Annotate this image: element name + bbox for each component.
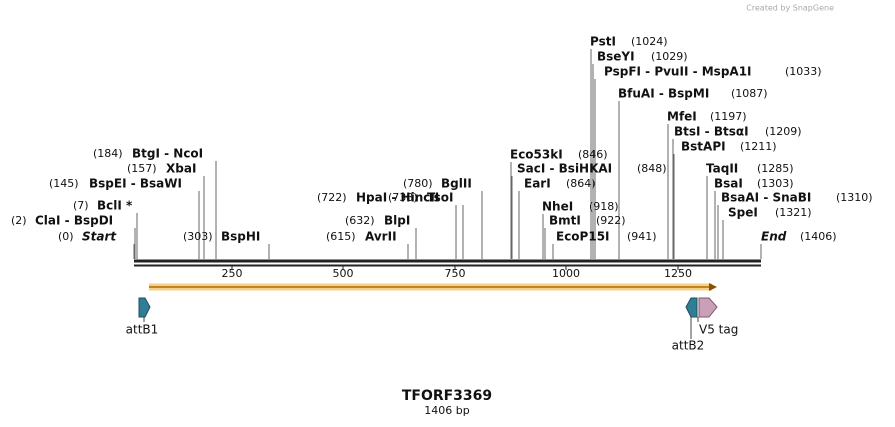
tick-label: 500 — [333, 267, 354, 280]
site-name: BtsI - BtsαI — [674, 125, 749, 139]
site-name: BspEI - BsaWI — [89, 177, 182, 191]
site-position: (1285) — [757, 162, 794, 175]
site-position: (846) — [578, 148, 608, 161]
site-position: (7) — [73, 199, 89, 212]
site-position: (1211) — [740, 140, 777, 153]
title: TFORF3369 — [402, 388, 492, 404]
site-position: (848) — [637, 162, 667, 175]
site-name: Eco53kI — [510, 148, 563, 162]
site-name: BclI * — [97, 199, 133, 213]
site-position: (1209) — [765, 125, 802, 138]
site-name: BmtI — [549, 214, 581, 228]
site-name: BspHI — [221, 230, 260, 244]
site-position: (2) — [11, 214, 27, 227]
site-position: (1321) — [775, 206, 812, 219]
site-position: (615) — [326, 230, 356, 243]
feature-label: V5 tag — [699, 323, 738, 337]
site-name: AvrII — [365, 230, 397, 244]
subtitle: 1406 bp — [424, 404, 469, 417]
site-name: TsoI — [427, 191, 453, 205]
site-name: MfeI — [667, 110, 697, 124]
site-position: (303) — [183, 230, 213, 243]
site-name: SacI - BsiHKAI — [517, 162, 612, 176]
site-name: HpaI - HincII — [356, 191, 439, 205]
site-name: TaqII — [706, 162, 738, 176]
site-position: (1029) — [651, 50, 688, 63]
site-position: (1310) — [836, 191, 873, 204]
feature-label: attB1 — [126, 323, 159, 337]
site-position: (918) — [589, 200, 619, 213]
site-name: PspFI - PvuII - MspA1I — [604, 65, 752, 79]
site-name: SpeI — [728, 206, 758, 220]
site-name: NheI — [542, 200, 573, 214]
site-name: BtgI - NcoI — [132, 147, 203, 161]
tick-label: 1000 — [552, 267, 580, 280]
site-name: End — [761, 230, 787, 244]
site-position: (738) — [388, 191, 418, 204]
tick-label: 750 — [445, 267, 466, 280]
site-position: (145) — [49, 177, 79, 190]
site-name: Start — [82, 230, 117, 244]
site-position: (1303) — [757, 177, 794, 190]
site-position: (864) — [566, 177, 596, 190]
site-position: (157) — [127, 162, 157, 175]
site-position: (941) — [627, 230, 657, 243]
feature-label: attB2 — [672, 339, 705, 353]
tick-label: 1250 — [664, 267, 692, 280]
site-name: BsaAI - SnaBI — [721, 191, 811, 205]
site-position: (1024) — [631, 35, 668, 48]
site-position: (184) — [93, 147, 123, 160]
site-position: (1087) — [731, 87, 768, 100]
site-position: (1406) — [800, 230, 837, 243]
tick-label: 250 — [222, 267, 243, 280]
site-position: (780) — [403, 177, 433, 190]
site-position: (0) — [58, 230, 74, 243]
site-position: (922) — [596, 214, 626, 227]
feature-attb1 — [138, 297, 151, 318]
site-name: XbaI — [166, 162, 196, 176]
site-name: PstI — [590, 35, 616, 49]
site-name: BseYI — [597, 50, 635, 64]
site-name: ClaI - BspDI — [35, 214, 113, 228]
site-position: (722) — [317, 191, 347, 204]
site-name: BsaI — [714, 177, 743, 191]
site-name: BstAPI — [681, 140, 726, 154]
site-position: (1033) — [785, 65, 822, 78]
site-name: BlpI — [384, 214, 410, 228]
orf-head — [709, 283, 717, 291]
watermark: Created by SnapGene — [746, 4, 834, 13]
feature-attb2 — [685, 297, 698, 318]
site-name: EcoP15I — [556, 230, 610, 244]
site-position: (1197) — [710, 110, 747, 123]
site-name: BfuAI - BspMI — [618, 87, 709, 101]
site-position: (632) — [345, 214, 375, 227]
site-name: BglII — [441, 177, 472, 191]
site-name: EarI — [524, 177, 551, 191]
feature-v5 — [698, 297, 718, 318]
